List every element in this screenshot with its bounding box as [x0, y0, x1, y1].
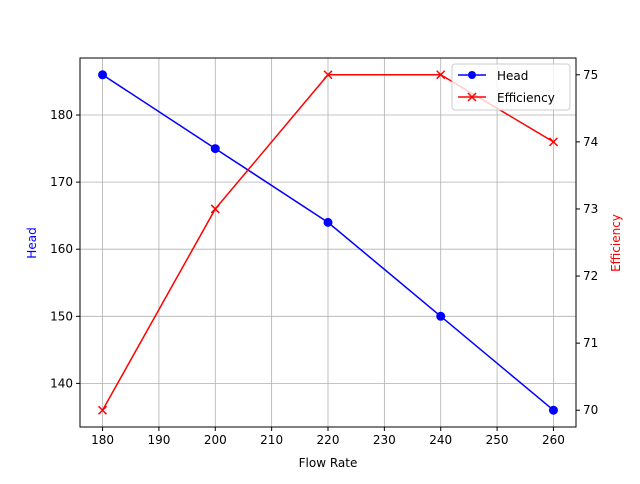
data-point-circle-icon [210, 144, 220, 154]
data-point-x-icon [323, 70, 333, 80]
y-tick-label: 140 [50, 376, 73, 390]
data-point-x-icon [548, 137, 558, 147]
x-axis-label: Flow Rate [299, 456, 358, 470]
y-tick-label: 150 [50, 309, 73, 323]
data-point-circle-icon [436, 311, 446, 321]
legend: Head Efficiency [451, 63, 571, 111]
data-point-circle-icon [98, 70, 108, 80]
y2-tick-label: 74 [583, 135, 598, 149]
data-point-circle-icon [323, 217, 333, 227]
y-tick-label: 170 [50, 175, 73, 189]
x-tick-label: 200 [204, 433, 227, 447]
data-point-x-icon [98, 405, 108, 415]
x-tick-label: 230 [373, 433, 396, 447]
y-tick-label: 180 [50, 108, 73, 122]
x-tick-label: 210 [260, 433, 283, 447]
legend-head-label: Head [497, 69, 528, 83]
x-axis-ticks: 180 190 200 210 220 230 240 250 260 [91, 427, 565, 447]
y2-tick-label: 71 [583, 336, 598, 350]
y-axis-right-label: Efficiency [609, 214, 623, 272]
y-axis-left-ticks: 140 150 160 170 180 [50, 108, 80, 390]
x-tick-label: 190 [147, 433, 170, 447]
x-tick-label: 240 [429, 433, 452, 447]
y2-tick-label: 73 [583, 202, 598, 216]
y-axis-left-label: Head [25, 227, 39, 258]
y2-tick-label: 72 [583, 269, 598, 283]
legend-efficiency-label: Efficiency [497, 91, 555, 105]
y2-tick-label: 75 [583, 68, 598, 82]
data-point-x-icon [436, 70, 446, 80]
y-tick-label: 160 [50, 242, 73, 256]
legend-efficiency-marker-icon [467, 92, 477, 102]
legend-head-marker-icon [468, 71, 476, 79]
x-tick-label: 180 [91, 433, 114, 447]
y-axis-right-ticks: 70 71 72 73 74 75 [576, 68, 598, 417]
plot-series [98, 70, 558, 415]
x-tick-label: 250 [486, 433, 509, 447]
axes-frame [79, 57, 577, 428]
x-tick-label: 220 [317, 433, 340, 447]
grid-lines [80, 58, 576, 427]
x-tick-label: 260 [542, 433, 565, 447]
y2-tick-label: 70 [583, 403, 598, 417]
data-point-x-icon [210, 204, 220, 214]
data-point-circle-icon [548, 405, 558, 415]
